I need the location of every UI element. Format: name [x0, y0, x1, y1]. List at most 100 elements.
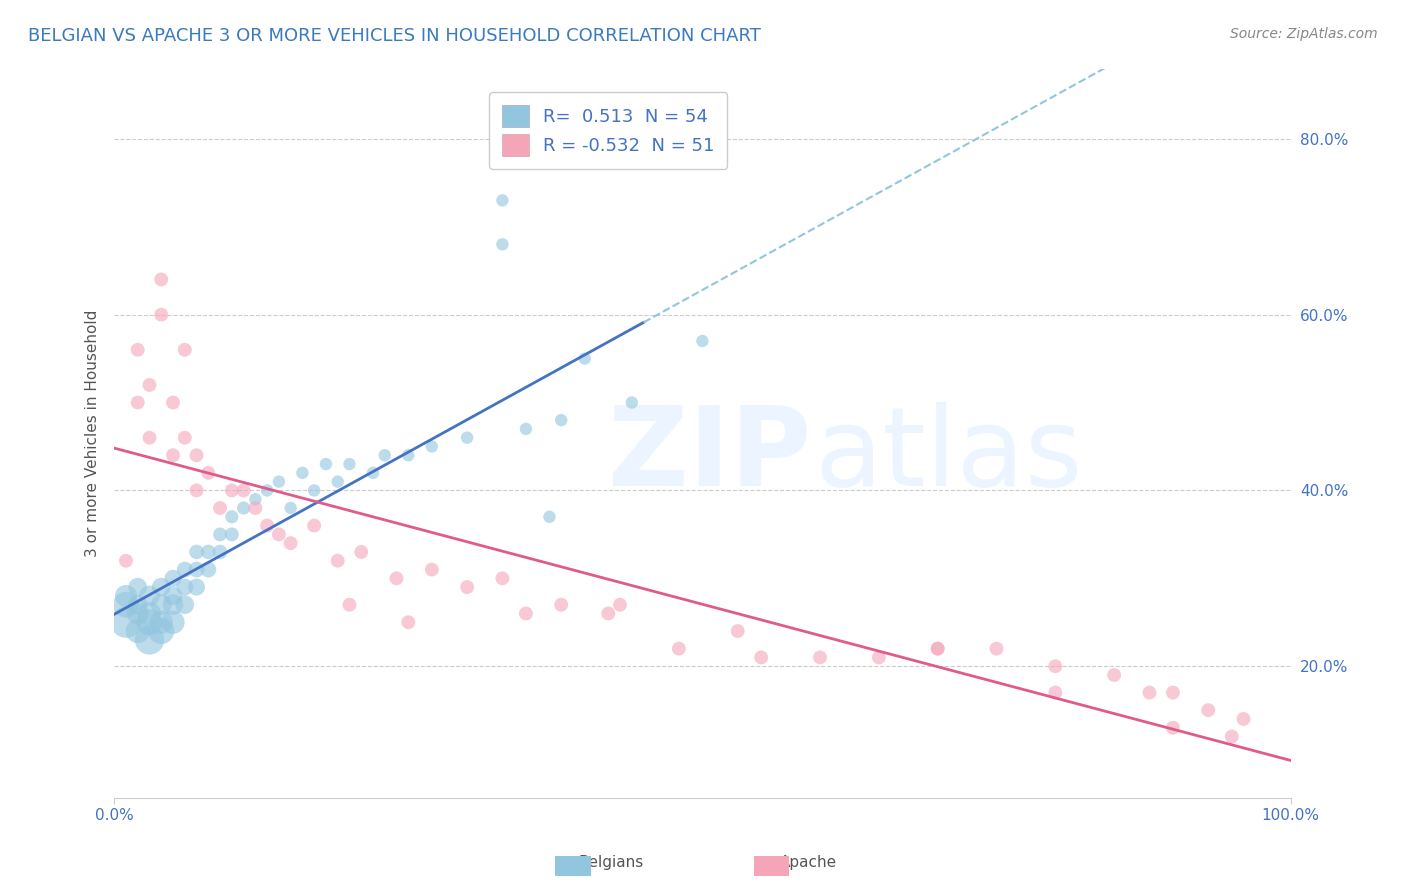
Point [127, 598, 149, 612]
Point [209, 501, 232, 516]
Point [1220, 730, 1243, 744]
Point [162, 571, 184, 585]
Point [256, 483, 278, 498]
Point [280, 501, 302, 516]
Point [396, 448, 419, 462]
Point [209, 527, 232, 541]
Text: Apache: Apache [780, 855, 837, 870]
Legend: R=  0.513  N = 54, R = -0.532  N = 51: R= 0.513 N = 54, R = -0.532 N = 51 [489, 92, 727, 169]
Point [173, 343, 195, 357]
Point [186, 545, 208, 559]
Point [326, 475, 349, 489]
Point [1161, 721, 1184, 735]
Point [280, 536, 302, 550]
Point [986, 641, 1008, 656]
Point [162, 448, 184, 462]
Point [267, 527, 290, 541]
Point [162, 395, 184, 409]
Point [396, 615, 419, 630]
Text: atlas: atlas [814, 401, 1083, 508]
Point [186, 580, 208, 594]
Point [598, 607, 620, 621]
Point [221, 527, 243, 541]
Point [115, 598, 138, 612]
Point [1232, 712, 1254, 726]
Point [1197, 703, 1219, 717]
Point [420, 440, 443, 454]
Point [420, 562, 443, 576]
Point [186, 562, 208, 576]
Point [315, 457, 337, 471]
Point [138, 589, 160, 603]
Point [162, 589, 184, 603]
Point [574, 351, 596, 366]
Point [115, 554, 138, 568]
Point [245, 492, 267, 507]
Point [515, 607, 537, 621]
Point [162, 615, 184, 630]
Point [138, 378, 160, 392]
Point [150, 308, 173, 322]
Point [232, 501, 254, 516]
Point [245, 501, 267, 516]
Text: Belgians: Belgians [579, 855, 644, 870]
Point [1045, 659, 1067, 673]
Point [339, 598, 361, 612]
Point [150, 580, 173, 594]
Point [127, 395, 149, 409]
Point [150, 272, 173, 286]
Point [515, 422, 537, 436]
Point [1045, 685, 1067, 699]
Point [115, 615, 138, 630]
Point [668, 641, 690, 656]
Point [456, 431, 478, 445]
Point [1139, 685, 1161, 699]
Point [620, 395, 643, 409]
Point [550, 598, 572, 612]
Point [326, 554, 349, 568]
Point [221, 483, 243, 498]
Text: ZIP: ZIP [609, 401, 811, 508]
Point [197, 562, 219, 576]
Point [491, 571, 513, 585]
Point [162, 598, 184, 612]
Point [173, 562, 195, 576]
Point [256, 518, 278, 533]
Point [138, 607, 160, 621]
Text: Source: ZipAtlas.com: Source: ZipAtlas.com [1230, 27, 1378, 41]
Point [692, 334, 714, 348]
Point [385, 571, 408, 585]
Point [927, 641, 949, 656]
Point [173, 598, 195, 612]
Point [749, 650, 772, 665]
Point [550, 413, 572, 427]
Point [138, 431, 160, 445]
Point [150, 598, 173, 612]
Point [927, 641, 949, 656]
Point [221, 509, 243, 524]
Point [232, 483, 254, 498]
Point [150, 615, 173, 630]
Point [197, 545, 219, 559]
Point [138, 632, 160, 647]
Point [186, 448, 208, 462]
Point [127, 624, 149, 638]
Point [609, 598, 631, 612]
Point [808, 650, 831, 665]
Text: BELGIAN VS APACHE 3 OR MORE VEHICLES IN HOUSEHOLD CORRELATION CHART: BELGIAN VS APACHE 3 OR MORE VEHICLES IN … [28, 27, 761, 45]
Point [350, 545, 373, 559]
Point [727, 624, 749, 638]
Point [197, 466, 219, 480]
Point [115, 589, 138, 603]
Y-axis label: 3 or more Vehicles in Household: 3 or more Vehicles in Household [86, 310, 100, 557]
Point [1102, 668, 1125, 682]
Point [173, 431, 195, 445]
Point [138, 615, 160, 630]
Point [538, 509, 561, 524]
Point [127, 343, 149, 357]
Point [491, 194, 513, 208]
Point [302, 483, 325, 498]
Point [302, 518, 325, 533]
Point [127, 607, 149, 621]
Point [339, 457, 361, 471]
